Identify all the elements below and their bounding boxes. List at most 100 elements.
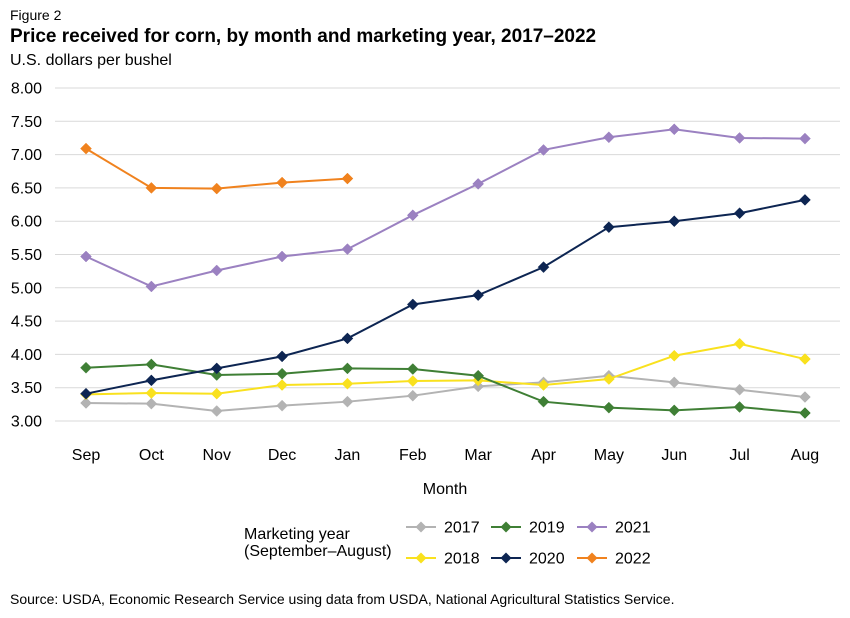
data-point — [145, 182, 158, 194]
data-point — [80, 361, 92, 374]
data-point — [341, 172, 354, 185]
data-point — [210, 182, 223, 195]
data-point — [341, 362, 354, 375]
y-tick-label: 7.50 — [11, 114, 42, 131]
data-point — [603, 131, 615, 144]
y-tick-label: 7.00 — [11, 147, 42, 164]
legend: 2017 2019 2021 2018 2020 2022 — [406, 520, 651, 568]
data-point — [406, 363, 419, 375]
legend-label: 2017 — [444, 520, 480, 537]
legend-item-2021: 2021 — [577, 520, 651, 537]
data-point — [537, 379, 550, 391]
data-point — [341, 395, 354, 408]
series-2017 — [80, 369, 811, 417]
legend-title-line-1: Marketing year — [244, 526, 350, 543]
legend-marker — [586, 521, 598, 533]
data-point — [668, 123, 681, 136]
data-point — [341, 377, 354, 390]
x-tick-label: Feb — [399, 447, 427, 464]
data-point — [145, 374, 158, 387]
x-tick-label: Dec — [268, 447, 296, 464]
data-point — [145, 358, 158, 371]
data-point — [472, 380, 485, 393]
legend-title-line-2: (September–August) — [244, 543, 392, 560]
data-point — [210, 405, 223, 417]
series-line-2018 — [85, 342, 806, 396]
y-tick-label: 6.00 — [11, 214, 42, 231]
y-tick-label: 3.00 — [11, 414, 42, 431]
data-point — [210, 264, 223, 277]
y-tick-label: 3.50 — [11, 380, 42, 397]
data-point — [603, 373, 615, 385]
data-point — [406, 375, 419, 387]
legend-label: 2019 — [529, 520, 565, 537]
y-tick-label: 4.50 — [11, 314, 42, 331]
data-point — [276, 367, 288, 380]
chart-title: Price received for corn, by month and ma… — [10, 26, 597, 47]
data-point — [276, 176, 288, 189]
legend-item-2017: 2017 — [406, 520, 480, 537]
data-point — [668, 376, 681, 389]
data-point — [210, 362, 223, 375]
data-point — [799, 132, 811, 145]
legend-label: 2022 — [615, 551, 651, 568]
x-tick-label: Jul — [729, 447, 749, 464]
legend-marker — [415, 521, 427, 533]
series-line-2020 — [85, 198, 806, 395]
data-point — [537, 395, 550, 408]
y-tick-label: 5.50 — [11, 247, 42, 264]
legend-marker — [415, 552, 427, 564]
data-point — [406, 389, 419, 402]
data-point — [406, 298, 419, 311]
x-axis-ticks: Sep Oct Nov Dec Jan Feb Mar Apr May Jun Jul Aug — [72, 447, 819, 464]
chart-subtitle: U.S. dollars per bushel — [10, 52, 172, 69]
x-tick-label: Aug — [791, 447, 819, 464]
data-point — [276, 379, 288, 391]
x-axis-title: Month — [423, 481, 467, 498]
data-point — [341, 243, 354, 256]
x-tick-label: Nov — [202, 447, 230, 464]
series-lines — [80, 123, 811, 419]
legend-label: 2021 — [615, 520, 651, 537]
data-point — [537, 261, 550, 274]
data-point — [145, 387, 158, 399]
data-point — [668, 404, 681, 417]
legend-item-2019: 2019 — [491, 520, 565, 537]
y-tick-label: 4.00 — [11, 347, 42, 364]
x-tick-label: Sep — [72, 447, 101, 464]
data-point — [537, 144, 550, 156]
series-line-2021 — [85, 128, 805, 288]
data-point — [668, 215, 681, 228]
series-line-2019 — [85, 363, 806, 415]
x-tick-label: Apr — [531, 447, 557, 464]
data-point — [145, 280, 158, 293]
data-point — [276, 399, 288, 412]
y-tick-label: 5.00 — [11, 280, 42, 297]
data-point — [80, 142, 92, 155]
legend-item-2022: 2022 — [577, 551, 651, 568]
gridlines — [55, 87, 840, 422]
series-2021 — [80, 123, 811, 293]
y-axis-ticks: 8.00 7.50 7.00 6.50 6.00 5.50 5.00 4.50 4.00 3.50… — [11, 81, 42, 431]
data-point — [472, 178, 485, 190]
series-2019 — [80, 358, 811, 419]
data-point — [80, 250, 92, 263]
data-point — [668, 349, 681, 362]
series-2020 — [80, 194, 811, 400]
data-point — [210, 369, 223, 381]
data-point — [733, 337, 746, 350]
x-tick-label: Jun — [661, 447, 687, 464]
x-tick-label: Jan — [335, 447, 361, 464]
data-point — [733, 383, 746, 396]
data-point — [472, 289, 485, 301]
data-point — [733, 207, 746, 220]
data-point — [799, 407, 811, 419]
data-point — [210, 387, 223, 400]
y-tick-label: 6.50 — [11, 180, 42, 197]
figure-label: Figure 2 — [10, 7, 62, 23]
data-point — [276, 250, 288, 263]
source-note: Source: USDA, Economic Research Service … — [10, 591, 675, 607]
data-point — [733, 132, 746, 144]
legend-marker — [500, 521, 512, 533]
